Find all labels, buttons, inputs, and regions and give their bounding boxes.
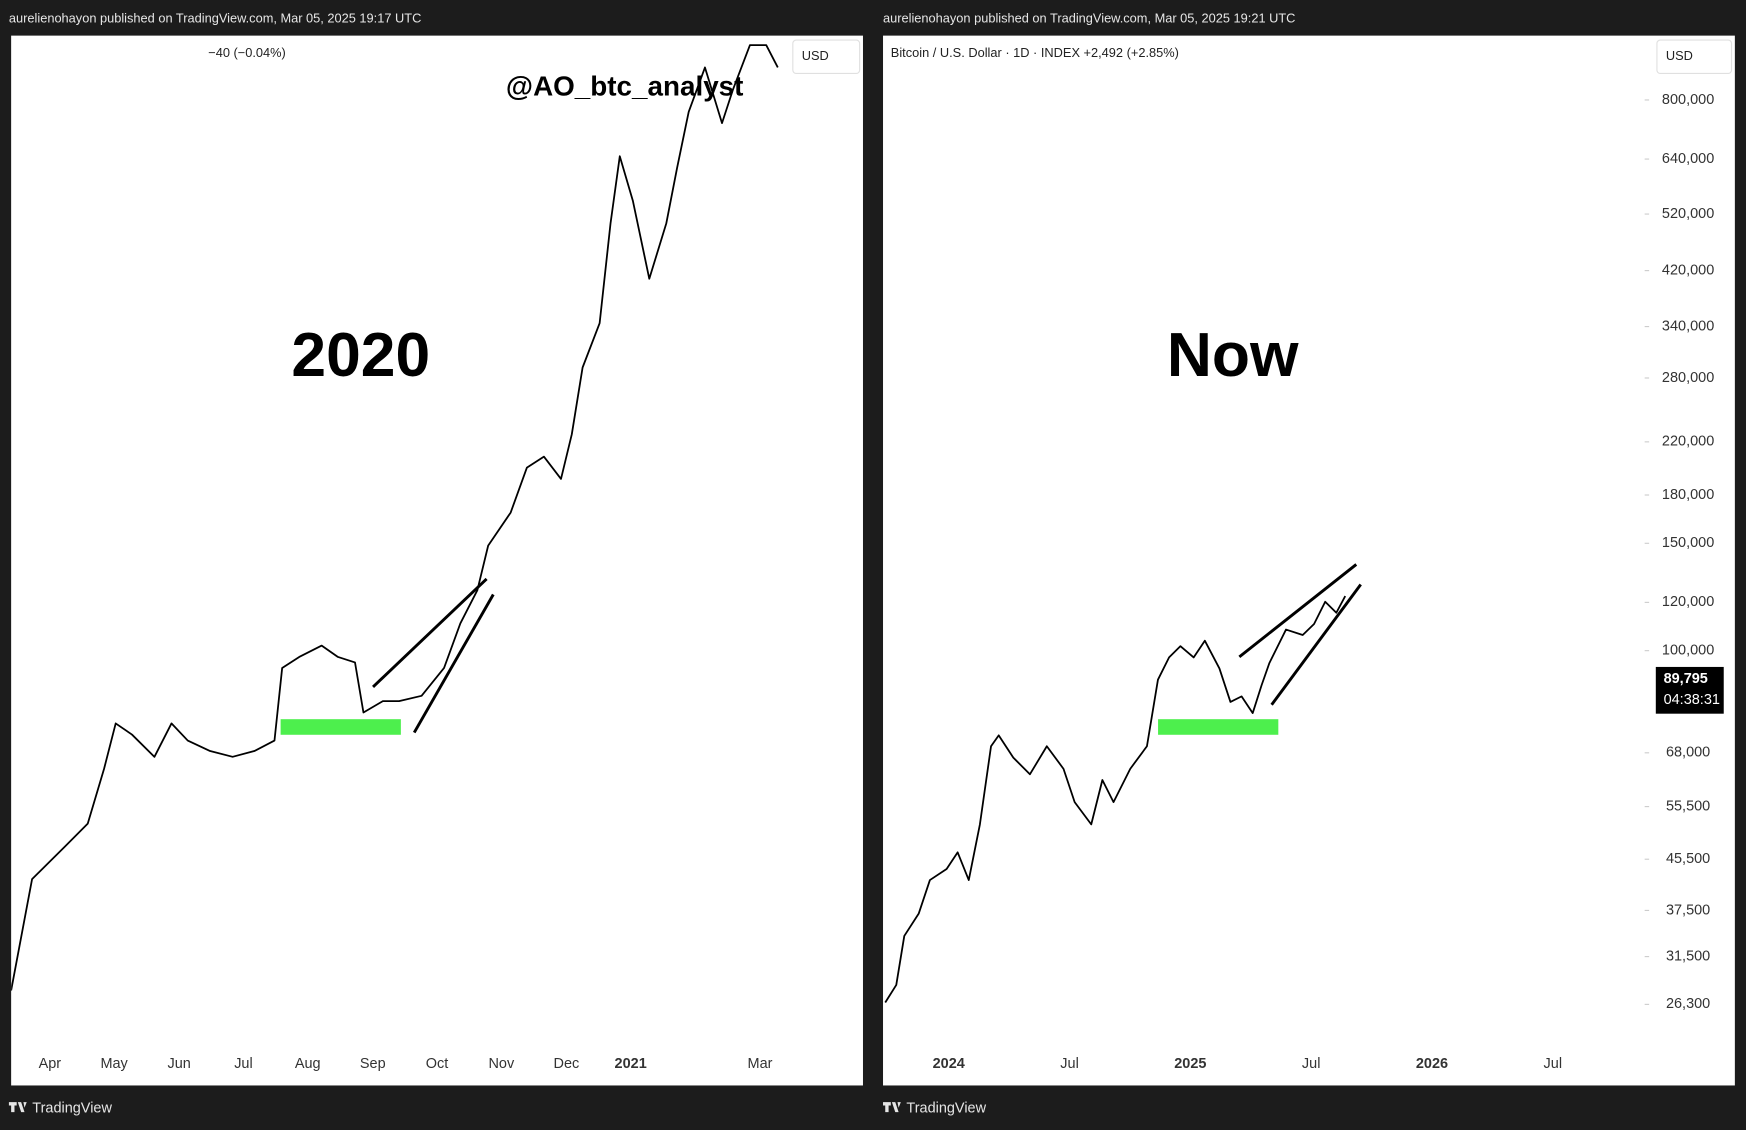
x-tick-label: Apr <box>39 1056 62 1072</box>
publish-header: aurelienohayon published on TradingView.… <box>883 10 1295 25</box>
y-tick-label: 520,000 <box>1662 206 1714 222</box>
currency-box <box>792 39 861 75</box>
x-tick-label: Nov <box>488 1056 514 1072</box>
y-tick-label: 340,000 <box>1662 318 1714 334</box>
y-tick-label: 68,000 <box>1666 745 1710 761</box>
y-tick-label: 26,300 <box>1666 996 1710 1012</box>
big-annotation: 2020 <box>291 321 430 390</box>
y-tick-label: 280,000 <box>1662 370 1714 386</box>
chart-panel <box>883 35 1735 1086</box>
y-tick-label: 640,000 <box>1662 151 1714 167</box>
x-tick-label: Mar <box>748 1056 773 1072</box>
x-tick-label: May <box>100 1056 128 1072</box>
y-tick-label: 31,500 <box>1666 948 1710 964</box>
currency-label: USD <box>1666 48 1693 63</box>
legend-text: Bitcoin / U.S. Dollar · 1D · INDEX +2,49… <box>891 45 1179 60</box>
countdown-label: 04:38:31 <box>1664 692 1720 708</box>
price-marker-label: 89,795 <box>1664 671 1708 687</box>
y-tick-label: 220,000 <box>1662 434 1714 450</box>
x-tick-label: Jul <box>1544 1056 1563 1072</box>
wedge-line <box>1270 583 1362 706</box>
y-tick-label: 420,000 <box>1662 262 1714 278</box>
price-line <box>11 44 779 991</box>
x-tick-label: 2026 <box>1416 1056 1448 1072</box>
y-tick-label: 45,500 <box>1666 851 1710 867</box>
wedge-line <box>1238 563 1358 658</box>
x-tick-label: 2021 <box>615 1056 647 1072</box>
tradingview-logo <box>883 1102 901 1113</box>
price-marker <box>1655 666 1724 714</box>
footer-brand: TradingView <box>906 1101 986 1117</box>
support-zone <box>280 719 401 735</box>
x-tick-label: 2024 <box>933 1056 965 1072</box>
y-tick-label: 120,000 <box>1662 594 1714 610</box>
legend-text: −40 (−0.04%) <box>208 45 286 60</box>
wedge-line <box>372 577 488 688</box>
currency-label: USD <box>802 48 829 63</box>
y-tick-label: 55,500 <box>1666 798 1710 814</box>
big-annotation: Now <box>1167 321 1299 390</box>
support-zone <box>1158 719 1279 735</box>
watermark: @AO_btc_analyst <box>506 70 744 101</box>
tradingview-logo <box>8 1102 27 1113</box>
y-tick-label: 100,000 <box>1662 642 1714 658</box>
x-tick-label: Jun <box>168 1056 191 1072</box>
footer-brand: TradingView <box>32 1101 112 1117</box>
publish-header: aurelienohayon published on TradingView.… <box>9 10 421 25</box>
price-line <box>884 595 1347 1003</box>
x-tick-label: Jul <box>1060 1056 1079 1072</box>
x-tick-label: Jul <box>1302 1056 1321 1072</box>
x-tick-label: Jul <box>234 1056 253 1072</box>
y-tick-label: 800,000 <box>1662 92 1714 108</box>
x-tick-label: 2025 <box>1174 1056 1206 1072</box>
x-tick-label: Aug <box>295 1056 321 1072</box>
y-tick-label: 150,000 <box>1662 535 1714 551</box>
y-tick-label: 180,000 <box>1662 487 1714 503</box>
x-tick-label: Oct <box>426 1056 449 1072</box>
currency-box <box>1656 39 1733 75</box>
x-tick-label: Dec <box>554 1056 580 1072</box>
y-tick-label: 37,500 <box>1666 902 1710 918</box>
x-tick-label: Sep <box>360 1056 386 1072</box>
wedge-line <box>412 593 495 734</box>
chart-panel <box>11 35 863 1086</box>
